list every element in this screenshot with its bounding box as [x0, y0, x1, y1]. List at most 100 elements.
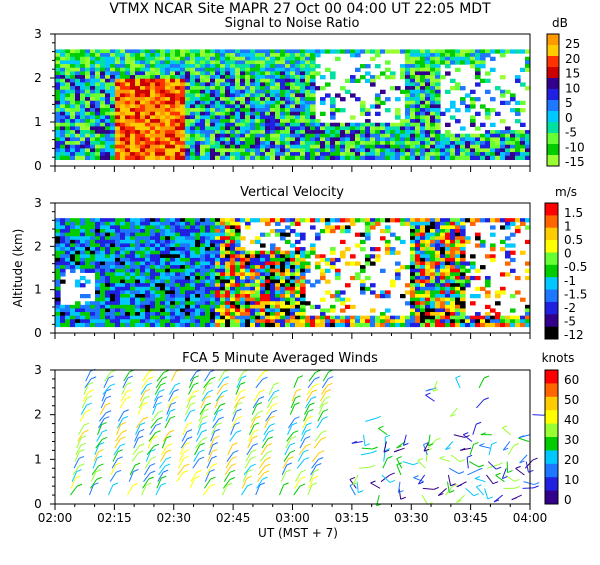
field-cell: [120, 305, 126, 309]
field-cell: [235, 262, 241, 266]
field-cell: [425, 104, 431, 108]
field-cell: [485, 49, 491, 53]
field-cell: [245, 283, 251, 287]
field-cell: [440, 280, 446, 284]
field-cell: [185, 145, 191, 149]
field-cell: [295, 319, 301, 323]
field-cell: [100, 247, 106, 251]
field-cell: [305, 269, 311, 273]
field-cell: [310, 251, 316, 255]
field-cell: [220, 156, 226, 160]
field-cell: [280, 79, 286, 83]
field-cell: [70, 93, 76, 97]
field-cell: [155, 126, 161, 130]
field-cell: [70, 101, 76, 105]
field-cell: [430, 298, 436, 302]
field-cell: [325, 148, 331, 152]
field-cell: [305, 93, 311, 97]
field-cell: [180, 287, 186, 291]
field-cell: [55, 254, 61, 258]
wind-barb: [300, 438, 305, 448]
field-cell: [85, 57, 91, 61]
field-cell: [100, 308, 106, 312]
field-cell: [355, 276, 361, 280]
wind-barb: [171, 371, 176, 381]
field-cell: [295, 323, 301, 327]
field-cell: [255, 97, 261, 101]
field-cell: [285, 290, 291, 294]
field-cell: [290, 290, 296, 294]
field-cell: [70, 119, 76, 123]
field-cell: [245, 145, 251, 149]
field-cell: [140, 218, 146, 222]
field-cell: [145, 312, 151, 316]
field-cell: [110, 49, 116, 53]
field-cell: [360, 319, 366, 323]
field-cell: [365, 276, 371, 280]
field-cell: [510, 145, 516, 149]
field-cell: [260, 119, 266, 123]
field-cell: [410, 243, 416, 247]
field-cell: [235, 251, 241, 255]
field-cell: [375, 294, 381, 298]
field-cell: [195, 126, 201, 130]
field-cell: [315, 119, 321, 123]
field-cell: [520, 123, 526, 127]
field-cell: [250, 108, 256, 112]
field-cell: [460, 312, 466, 316]
field-cell: [435, 75, 441, 79]
field-cell: [105, 141, 111, 145]
field-cell: [420, 265, 426, 269]
field-cell: [300, 269, 306, 273]
field-cell: [55, 247, 61, 251]
field-cell: [65, 108, 71, 112]
field-cell: [300, 112, 306, 116]
wind-barb-flag: [294, 417, 299, 419]
field-cell: [55, 240, 61, 244]
field-cell: [425, 137, 431, 141]
wind-barb-flag: [224, 377, 229, 379]
field-cell: [215, 68, 221, 72]
field-cell: [145, 254, 151, 258]
y-tick-label: 1: [34, 283, 42, 297]
wind-barb: [292, 391, 296, 401]
field-cell: [410, 123, 416, 127]
field-cell: [155, 115, 161, 119]
field-cell: [450, 276, 456, 280]
field-cell: [130, 108, 136, 112]
field-cell: [245, 90, 251, 94]
field-cell: [180, 90, 186, 94]
field-cell: [435, 148, 441, 152]
field-cell: [60, 240, 66, 244]
field-cell: [315, 148, 321, 152]
field-cell: [415, 298, 421, 302]
field-cell: [95, 82, 101, 86]
field-cell: [435, 225, 441, 229]
field-cell: [340, 152, 346, 156]
field-cell: [185, 251, 191, 255]
field-cell: [255, 280, 261, 284]
field-cell: [270, 86, 276, 90]
field-cell: [300, 290, 306, 294]
field-cell: [135, 272, 141, 276]
field-cell: [505, 145, 511, 149]
field-cell: [95, 272, 101, 276]
field-cell: [90, 243, 96, 247]
field-cell: [225, 280, 231, 284]
field-cell: [180, 233, 186, 237]
field-cell: [90, 86, 96, 90]
field-cell: [165, 141, 171, 145]
field-cell: [140, 130, 146, 134]
field-cell: [135, 156, 141, 160]
field-cell: [125, 298, 131, 302]
wind-barb-flag: [301, 470, 306, 472]
wind-barb-flag: [269, 416, 274, 418]
field-cell: [130, 240, 136, 244]
field-cell: [130, 148, 136, 152]
field-cell: [280, 290, 286, 294]
field-cell: [275, 137, 281, 141]
field-cell: [235, 269, 241, 273]
field-cell: [240, 60, 246, 64]
wind-barb-flag: [287, 463, 292, 465]
field-cell: [495, 301, 501, 305]
